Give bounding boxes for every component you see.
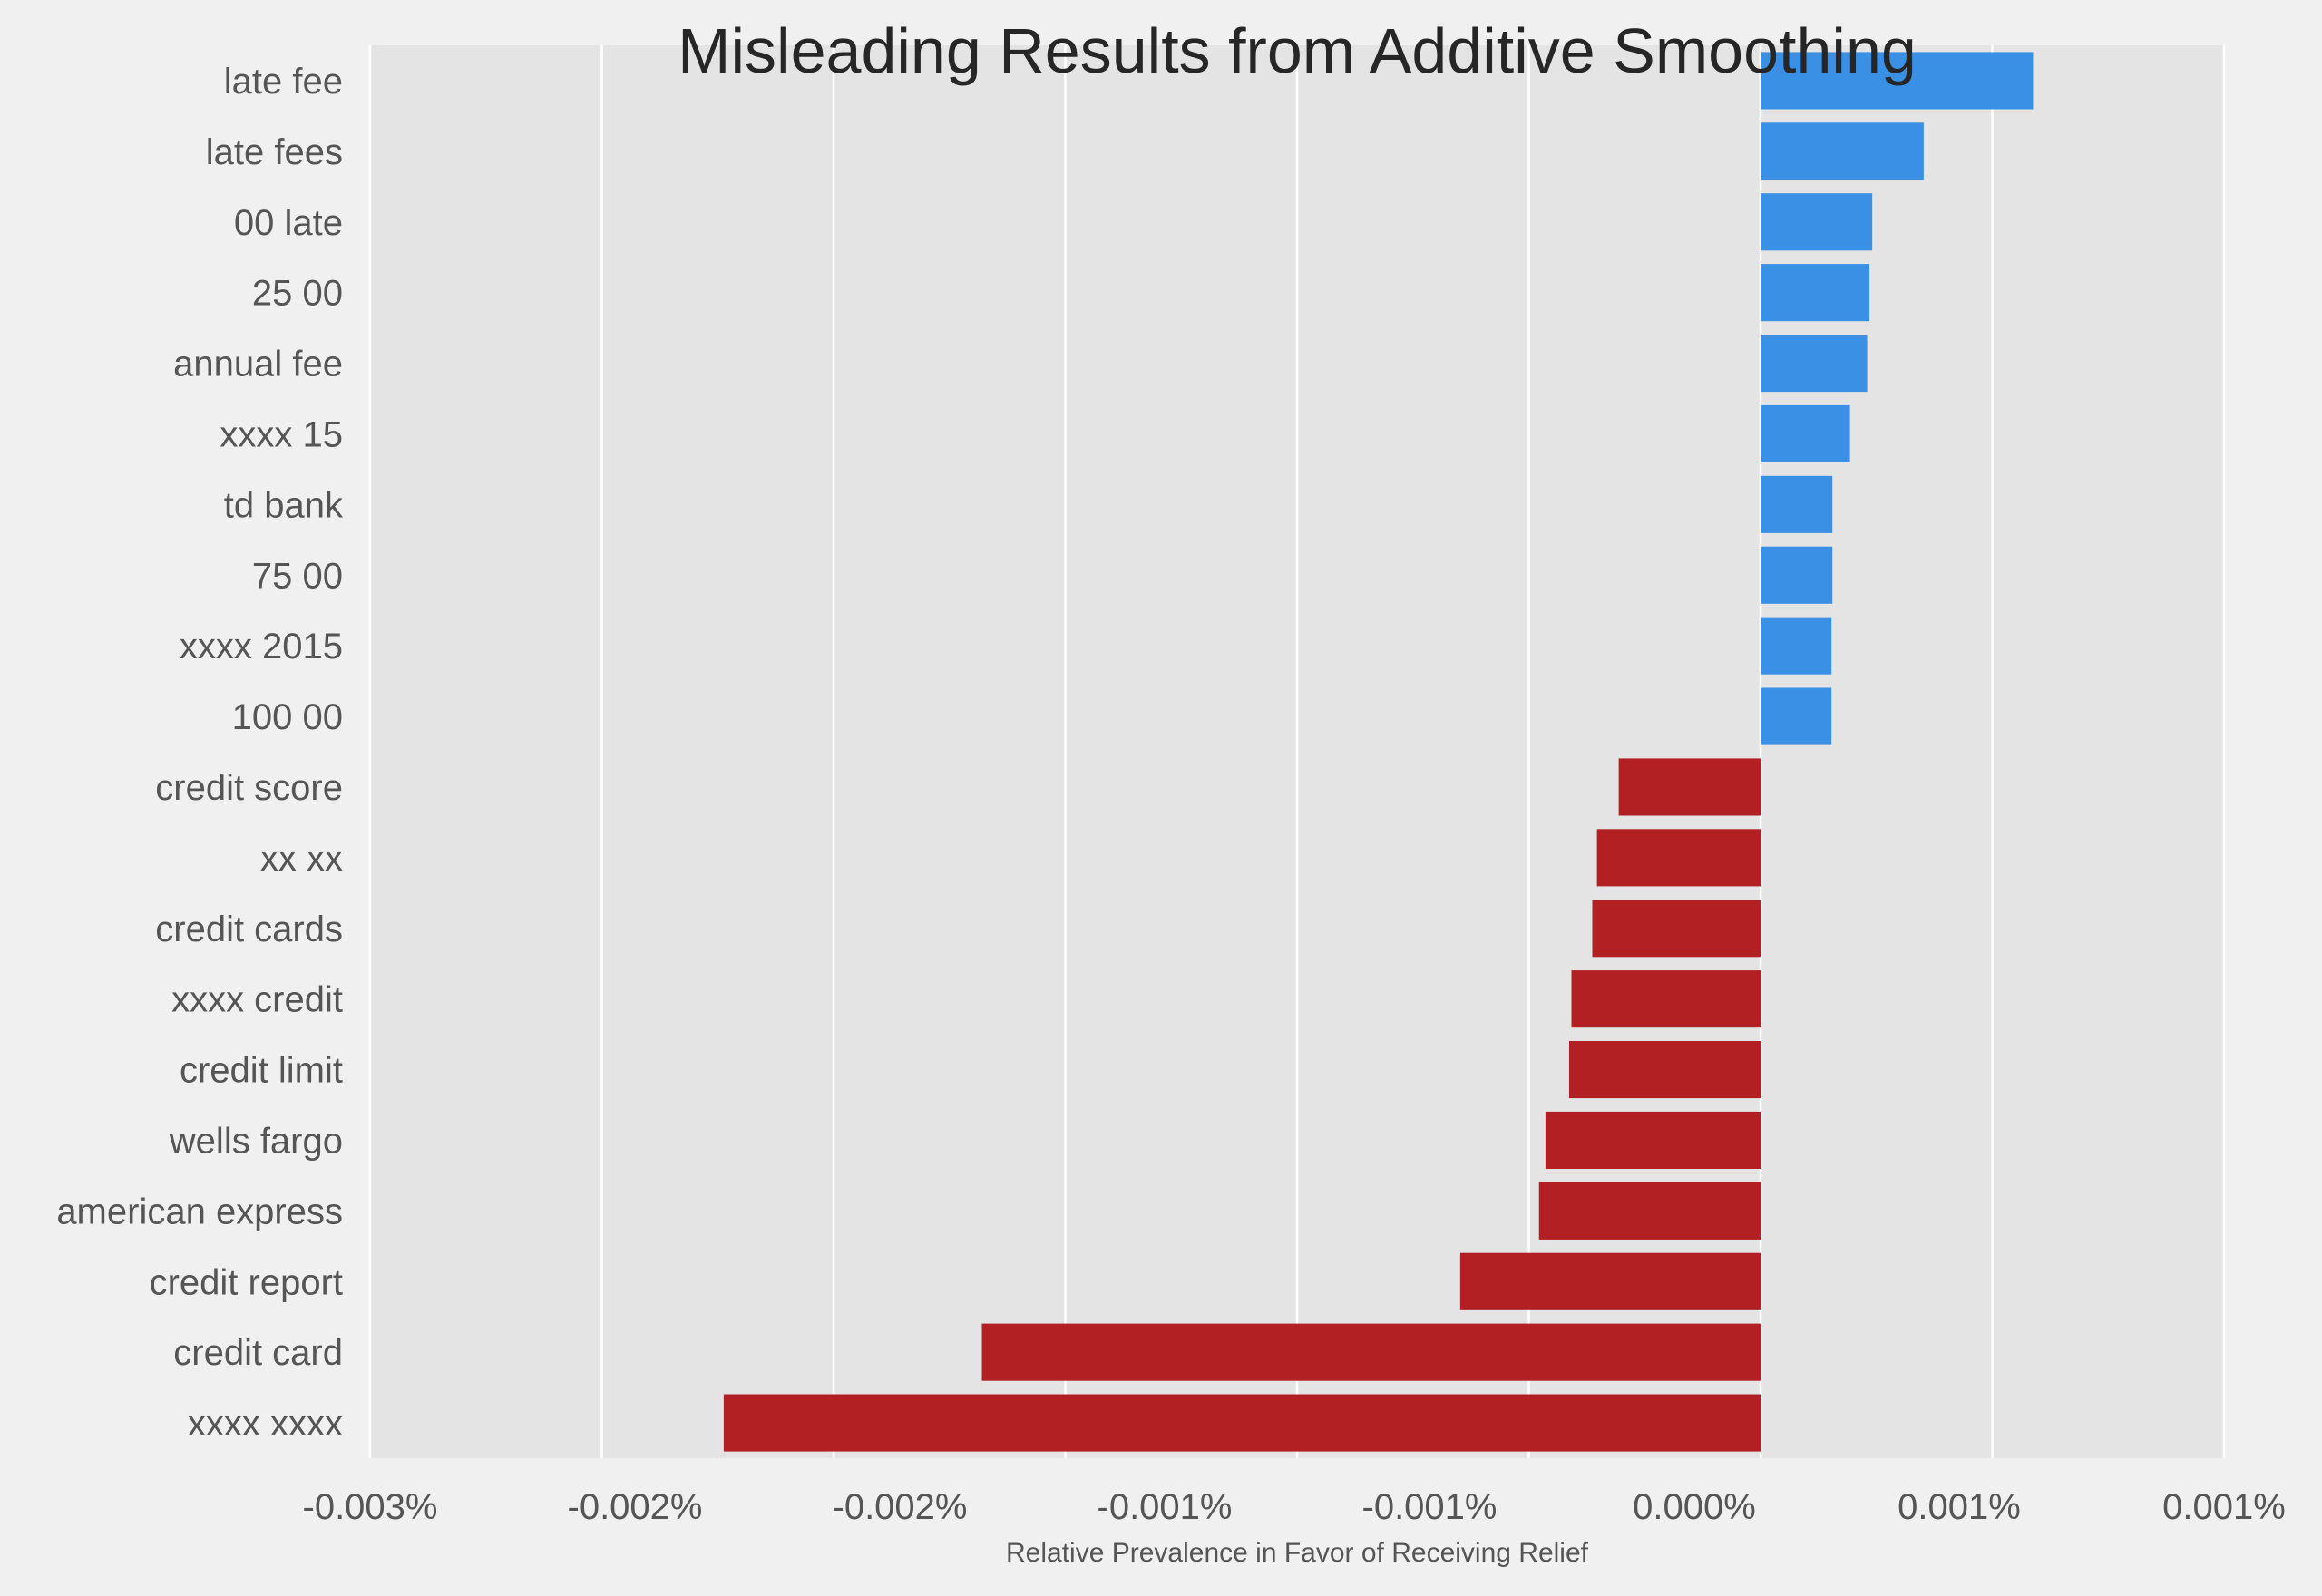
bar-xx-xx <box>1596 829 1761 887</box>
bar-credit-report <box>1459 1252 1761 1310</box>
bar-annual-fee <box>1761 335 1868 393</box>
bar-xxxx-2015 <box>1761 617 1832 675</box>
x-tick-label: 0.001% <box>1898 1487 2021 1527</box>
bar-75-00 <box>1761 546 1833 604</box>
bar-credit-score <box>1618 758 1761 816</box>
x-tick-label: 0.001% <box>2162 1487 2286 1527</box>
y-tick-label: xxxx 2015 <box>180 627 343 667</box>
x-tick-label: -0.003% <box>303 1487 438 1527</box>
y-tick-label: xxxx credit <box>171 980 343 1020</box>
y-tick-label: credit card <box>173 1333 343 1373</box>
bar-xxxx-15 <box>1761 404 1850 462</box>
bar-credit-card <box>981 1323 1761 1381</box>
bar-american-express <box>1538 1182 1761 1240</box>
y-axis-tick-labels: late fee late fees 00 late 25 00 annual fee x… <box>56 62 344 1444</box>
y-tick-label: 100 00 <box>232 697 343 737</box>
y-tick-label: american express <box>56 1192 343 1231</box>
y-tick-label: late fee <box>224 62 343 102</box>
x-tick-label: -0.002% <box>568 1487 703 1527</box>
y-tick-label: xxxx xxxx <box>188 1404 343 1444</box>
bar-100-00 <box>1761 687 1832 745</box>
y-tick-label: wells fargo <box>169 1121 343 1161</box>
bar-wells-fargo <box>1545 1111 1761 1169</box>
x-axis-label: Relative Prevalence in Favor of Receivin… <box>1006 1538 1589 1568</box>
y-tick-label: credit score <box>155 768 343 808</box>
bar-xxxx-xxxx <box>723 1394 1761 1452</box>
bar-credit-cards <box>1592 900 1761 958</box>
y-tick-label: xxxx 15 <box>220 414 343 454</box>
bar-25-00 <box>1761 264 1870 322</box>
x-tick-label: -0.002% <box>833 1487 968 1527</box>
x-tick-label: -0.001% <box>1098 1487 1233 1527</box>
chart-title: Misleading Results from Additive Smoothi… <box>678 15 1917 86</box>
y-tick-label: 25 00 <box>252 274 343 314</box>
y-tick-label: credit cards <box>155 910 343 949</box>
y-tick-label: xx xx <box>260 839 343 879</box>
bar-xxxx-credit <box>1571 970 1761 1028</box>
bar-late-fee <box>1761 52 2034 110</box>
y-tick-label: 75 00 <box>252 556 343 596</box>
bar-late-fees <box>1761 122 1924 180</box>
x-tick-label: -0.001% <box>1362 1487 1498 1527</box>
y-tick-label: credit limit <box>180 1051 343 1091</box>
x-axis-tick-labels: -0.003% -0.002% -0.002% -0.001% -0.001% 0.000… <box>303 1487 2286 1527</box>
bars <box>723 52 2034 1452</box>
y-tick-label: annual fee <box>173 345 343 384</box>
bar-credit-limit <box>1568 1041 1761 1099</box>
y-tick-label: td bank <box>224 485 344 525</box>
bar-td-bank <box>1761 475 1833 533</box>
y-tick-label: late fees <box>206 132 343 172</box>
x-tick-label: 0.000% <box>1633 1487 1756 1527</box>
y-tick-label: credit report <box>150 1262 343 1302</box>
bar-00-late <box>1761 193 1873 251</box>
y-tick-label: 00 late <box>234 203 343 243</box>
